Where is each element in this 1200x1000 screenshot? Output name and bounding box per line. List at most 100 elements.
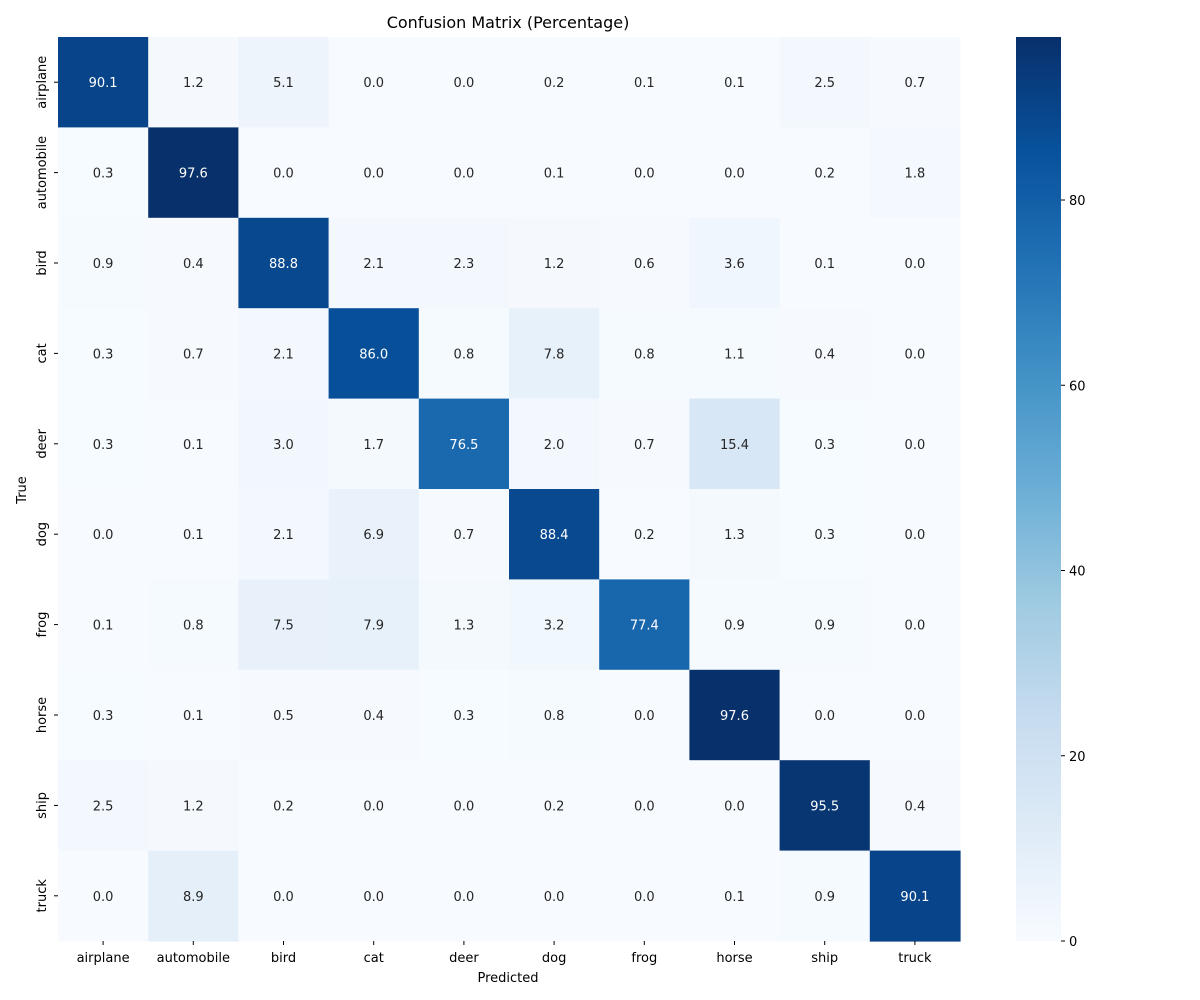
- heatmap-cell: [509, 308, 600, 400]
- heatmap-cell: [689, 37, 781, 128]
- heatmap-cell: [418, 37, 510, 128]
- heatmap-cell: [869, 489, 961, 580]
- y-tick-label: horse: [35, 697, 50, 733]
- cell-value-label: 0.0: [544, 890, 565, 905]
- cell-value-label: 0.0: [724, 167, 745, 182]
- heatmap-cell: [509, 850, 600, 942]
- heatmap-cell: [418, 308, 510, 400]
- y-tick-label: airplane: [35, 56, 50, 109]
- cell-value-label: 0.1: [544, 167, 565, 182]
- cell-value-label: 0.0: [634, 890, 655, 905]
- cell-value-label: 0.9: [724, 619, 745, 634]
- x-tick-label: bird: [271, 951, 296, 966]
- x-tick-label: automobile: [157, 951, 230, 966]
- y-tick-label: ship: [35, 792, 50, 819]
- cell-value-label: 0.9: [93, 257, 114, 272]
- cell-value-label: 0.7: [454, 528, 475, 543]
- cell-value-label: 0.0: [634, 167, 655, 182]
- cell-value-label: 1.2: [183, 799, 204, 814]
- heatmap-cells: [58, 37, 961, 942]
- cell-value-label: 0.4: [814, 347, 835, 362]
- heatmap-cell: [238, 850, 330, 942]
- heatmap-cell: [599, 760, 690, 852]
- y-tick-label: dog: [35, 522, 50, 546]
- heatmap-cell: [869, 850, 961, 942]
- cell-value-label: 2.1: [273, 347, 294, 362]
- heatmap-cell: [148, 127, 239, 219]
- heatmap-cell: [779, 127, 871, 219]
- heatmap-cell: [779, 308, 871, 400]
- heatmap-cell: [599, 127, 690, 219]
- heatmap-cell: [58, 850, 149, 942]
- x-tick-label: horse: [716, 951, 752, 966]
- cell-value-label: 0.8: [454, 347, 475, 362]
- heatmap-cell: [328, 760, 420, 852]
- cell-value-label: 0.8: [634, 347, 655, 362]
- cell-value-label: 2.1: [363, 257, 384, 272]
- cell-value-label: 0.0: [905, 438, 926, 453]
- heatmap-cell: [599, 217, 690, 309]
- heatmap-cell-labels: 90.1 1.2 5.1 0.0 0.0 0.2 0.1 0.1 2.5 0.7 0.3 97.6 0.…: [89, 76, 930, 905]
- y-tick-label: frog: [35, 612, 50, 638]
- cell-value-label: 0.3: [93, 167, 114, 182]
- cell-value-label: 95.5: [810, 799, 839, 814]
- heatmap-cell: [238, 760, 330, 852]
- cell-value-label: 0.0: [273, 167, 294, 182]
- heatmap-cell: [148, 217, 239, 309]
- x-axis-label: Predicted: [477, 971, 538, 986]
- y-axis-ticks: airplane automobile bird cat deer dog frog hors…: [35, 56, 58, 913]
- cell-value-label: 0.0: [905, 619, 926, 634]
- cell-value-label: 77.4: [630, 619, 659, 634]
- cell-value-label: 0.0: [814, 709, 835, 724]
- cell-value-label: 0.4: [905, 799, 926, 814]
- heatmap-cell: [58, 37, 149, 128]
- cell-value-label: 0.2: [544, 76, 565, 91]
- cell-value-label: 0.0: [454, 799, 475, 814]
- heatmap-cell: [238, 217, 330, 309]
- cell-value-label: 1.2: [544, 257, 565, 272]
- x-tick-label: deer: [449, 951, 479, 966]
- heatmap-cell: [779, 850, 871, 942]
- heatmap-cell: [238, 127, 330, 219]
- cell-value-label: 0.1: [183, 438, 204, 453]
- heatmap-cell: [238, 398, 330, 490]
- heatmap-cell: [509, 127, 600, 219]
- cell-value-label: 0.0: [454, 167, 475, 182]
- y-tick-label: truck: [35, 879, 50, 913]
- heatmap-cell: [238, 308, 330, 400]
- cell-value-label: 2.5: [814, 76, 835, 91]
- heatmap-cell: [779, 37, 871, 128]
- cell-value-label: 88.8: [269, 257, 298, 272]
- heatmap-cell: [418, 579, 510, 671]
- heatmap-cell: [238, 37, 330, 128]
- y-tick-label: cat: [35, 343, 50, 363]
- cell-value-label: 0.3: [93, 347, 114, 362]
- heatmap-cell: [509, 37, 600, 128]
- heatmap-cell: [869, 669, 961, 761]
- heatmap-cell: [58, 308, 149, 400]
- cell-value-label: 2.0: [544, 438, 565, 453]
- cell-value-label: 0.1: [724, 890, 745, 905]
- heatmap-cell: [599, 37, 690, 128]
- heatmap-cell: [418, 760, 510, 852]
- cell-value-label: 0.1: [93, 619, 114, 634]
- cell-value-label: 86.0: [359, 347, 388, 362]
- heatmap-cell: [869, 37, 961, 128]
- heatmap-cell: [689, 760, 781, 852]
- cell-value-label: 2.1: [273, 528, 294, 543]
- heatmap-cell: [148, 669, 239, 761]
- cell-value-label: 8.9: [183, 890, 204, 905]
- cell-value-label: 0.2: [273, 799, 294, 814]
- heatmap-cell: [779, 579, 871, 671]
- x-tick-label: cat: [364, 951, 384, 966]
- cell-value-label: 0.7: [183, 347, 204, 362]
- colorbar-tick-label: 20: [1069, 750, 1086, 765]
- cell-value-label: 0.8: [544, 709, 565, 724]
- cell-value-label: 0.0: [905, 528, 926, 543]
- cell-value-label: 0.1: [183, 528, 204, 543]
- cell-value-label: 0.1: [183, 709, 204, 724]
- heatmap-cell: [599, 308, 690, 400]
- heatmap-cell: [599, 489, 690, 580]
- heatmap-cell: [869, 127, 961, 219]
